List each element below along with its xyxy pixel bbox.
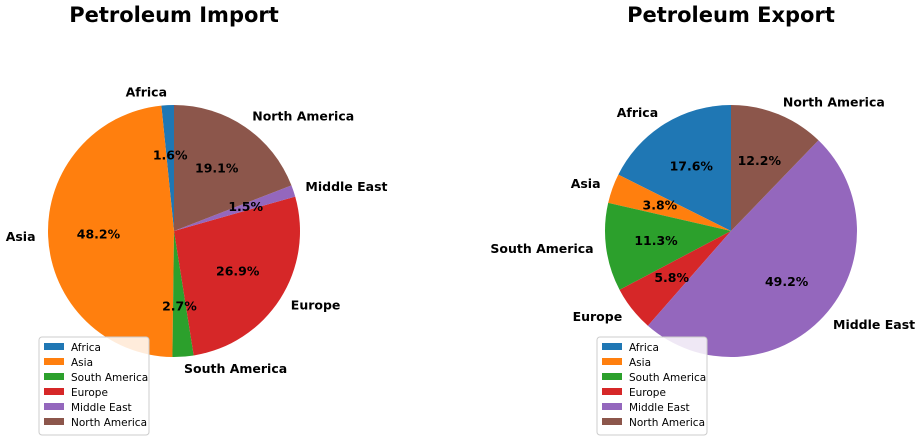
legend-entry-label: South America (71, 372, 148, 384)
pie-labels: 1.6% Africa 48.2% Asia 2.7% South America 26.9… (6, 85, 388, 377)
slice-percent-label: 19.1% (195, 161, 239, 176)
legend-swatch-africa (602, 343, 622, 350)
pie-slice-europe (174, 196, 300, 356)
legend-entry-label: South America (629, 372, 706, 384)
legend-swatch-south-america (44, 373, 64, 380)
slice-category-label: South America (184, 361, 287, 376)
pie-slice-africa (161, 105, 174, 231)
legend-entry-label: Middle East (629, 402, 690, 414)
legend-swatch-north-america (602, 418, 622, 425)
slice-percent-label: 2.7% (162, 298, 197, 313)
slice-percent-label: 1.6% (153, 147, 188, 162)
legend-entry-label: Africa (71, 342, 101, 354)
slice-percent-label: 1.5% (228, 199, 263, 214)
legend-swatch-north-america (44, 418, 64, 425)
legend: Africa Asia South America Europe Middle East… (38, 336, 150, 436)
pie-slices (605, 105, 857, 357)
import-pie-chart: Petroleum Import 1.6% Africa 48.2% Asia 2.7%… (6, 3, 388, 436)
legend-entry-label: Africa (629, 342, 659, 354)
pie-slice-north-america (174, 105, 292, 231)
pie-slice-middle-east (174, 185, 296, 231)
slice-category-label: Asia (571, 176, 601, 191)
pie-slice-asia (47, 105, 175, 357)
export-pie-chart: Petroleum Export 17.6% Africa 3.8% Asia 11.3… (490, 3, 915, 436)
legend-swatch-middle-east (602, 403, 622, 410)
legend-entry-label: North America (71, 417, 147, 429)
legend-frame (38, 336, 150, 436)
slice-category-label: Europe (291, 298, 341, 313)
pie-slices (47, 105, 300, 357)
legend-entry-label: Middle East (71, 402, 132, 414)
slice-percent-label: 26.9% (216, 264, 260, 279)
slice-percent-label: 12.2% (738, 153, 782, 168)
pie-slice-north-america (731, 105, 819, 231)
legend-entry-label: Asia (629, 357, 651, 369)
slice-percent-label: 48.2% (77, 226, 121, 241)
slice-category-label: North America (252, 109, 354, 124)
legend-entry-label: Europe (629, 387, 666, 399)
legend-swatch-middle-east (44, 403, 64, 410)
legend-swatch-asia (44, 358, 64, 365)
slice-percent-label: 3.8% (643, 197, 678, 212)
slice-category-label: Africa (126, 85, 167, 100)
slice-percent-label: 17.6% (670, 159, 714, 174)
legend-frame (596, 336, 708, 436)
pie-labels: 17.6% Africa 3.8% Asia 11.3% South America 5.8… (490, 94, 915, 331)
legend-entry-label: Europe (71, 387, 108, 399)
pie-slice-europe (619, 231, 731, 326)
legend: Africa Asia South America Europe Middle East… (596, 336, 708, 436)
pie-slice-south-america (605, 202, 731, 290)
chart-title: Petroleum Import (69, 3, 279, 27)
slice-category-label: Middle East (305, 179, 387, 194)
pie-slice-asia (608, 174, 731, 231)
slice-category-label: Africa (617, 105, 658, 120)
legend-swatch-europe (602, 388, 622, 395)
slice-category-label: Europe (573, 309, 623, 324)
slice-category-label: Asia (6, 229, 36, 244)
legend-swatch-asia (602, 358, 622, 365)
slice-category-label: South America (490, 241, 593, 256)
legend-swatch-europe (44, 388, 64, 395)
slice-category-label: North America (783, 94, 885, 109)
slice-percent-label: 11.3% (634, 233, 678, 248)
legend-swatch-africa (44, 343, 64, 350)
pie-slice-middle-east (647, 140, 857, 357)
chart-title: Petroleum Export (627, 3, 835, 27)
slice-percent-label: 49.2% (765, 274, 809, 289)
legend-entry-label: Asia (71, 357, 93, 369)
pie-slice-africa (618, 105, 731, 231)
legend-entry-label: North America (629, 417, 705, 429)
pie-slice-south-america (172, 231, 194, 357)
slice-category-label: Middle East (833, 317, 915, 332)
legend-swatch-south-america (602, 373, 622, 380)
slice-percent-label: 5.8% (654, 270, 689, 285)
